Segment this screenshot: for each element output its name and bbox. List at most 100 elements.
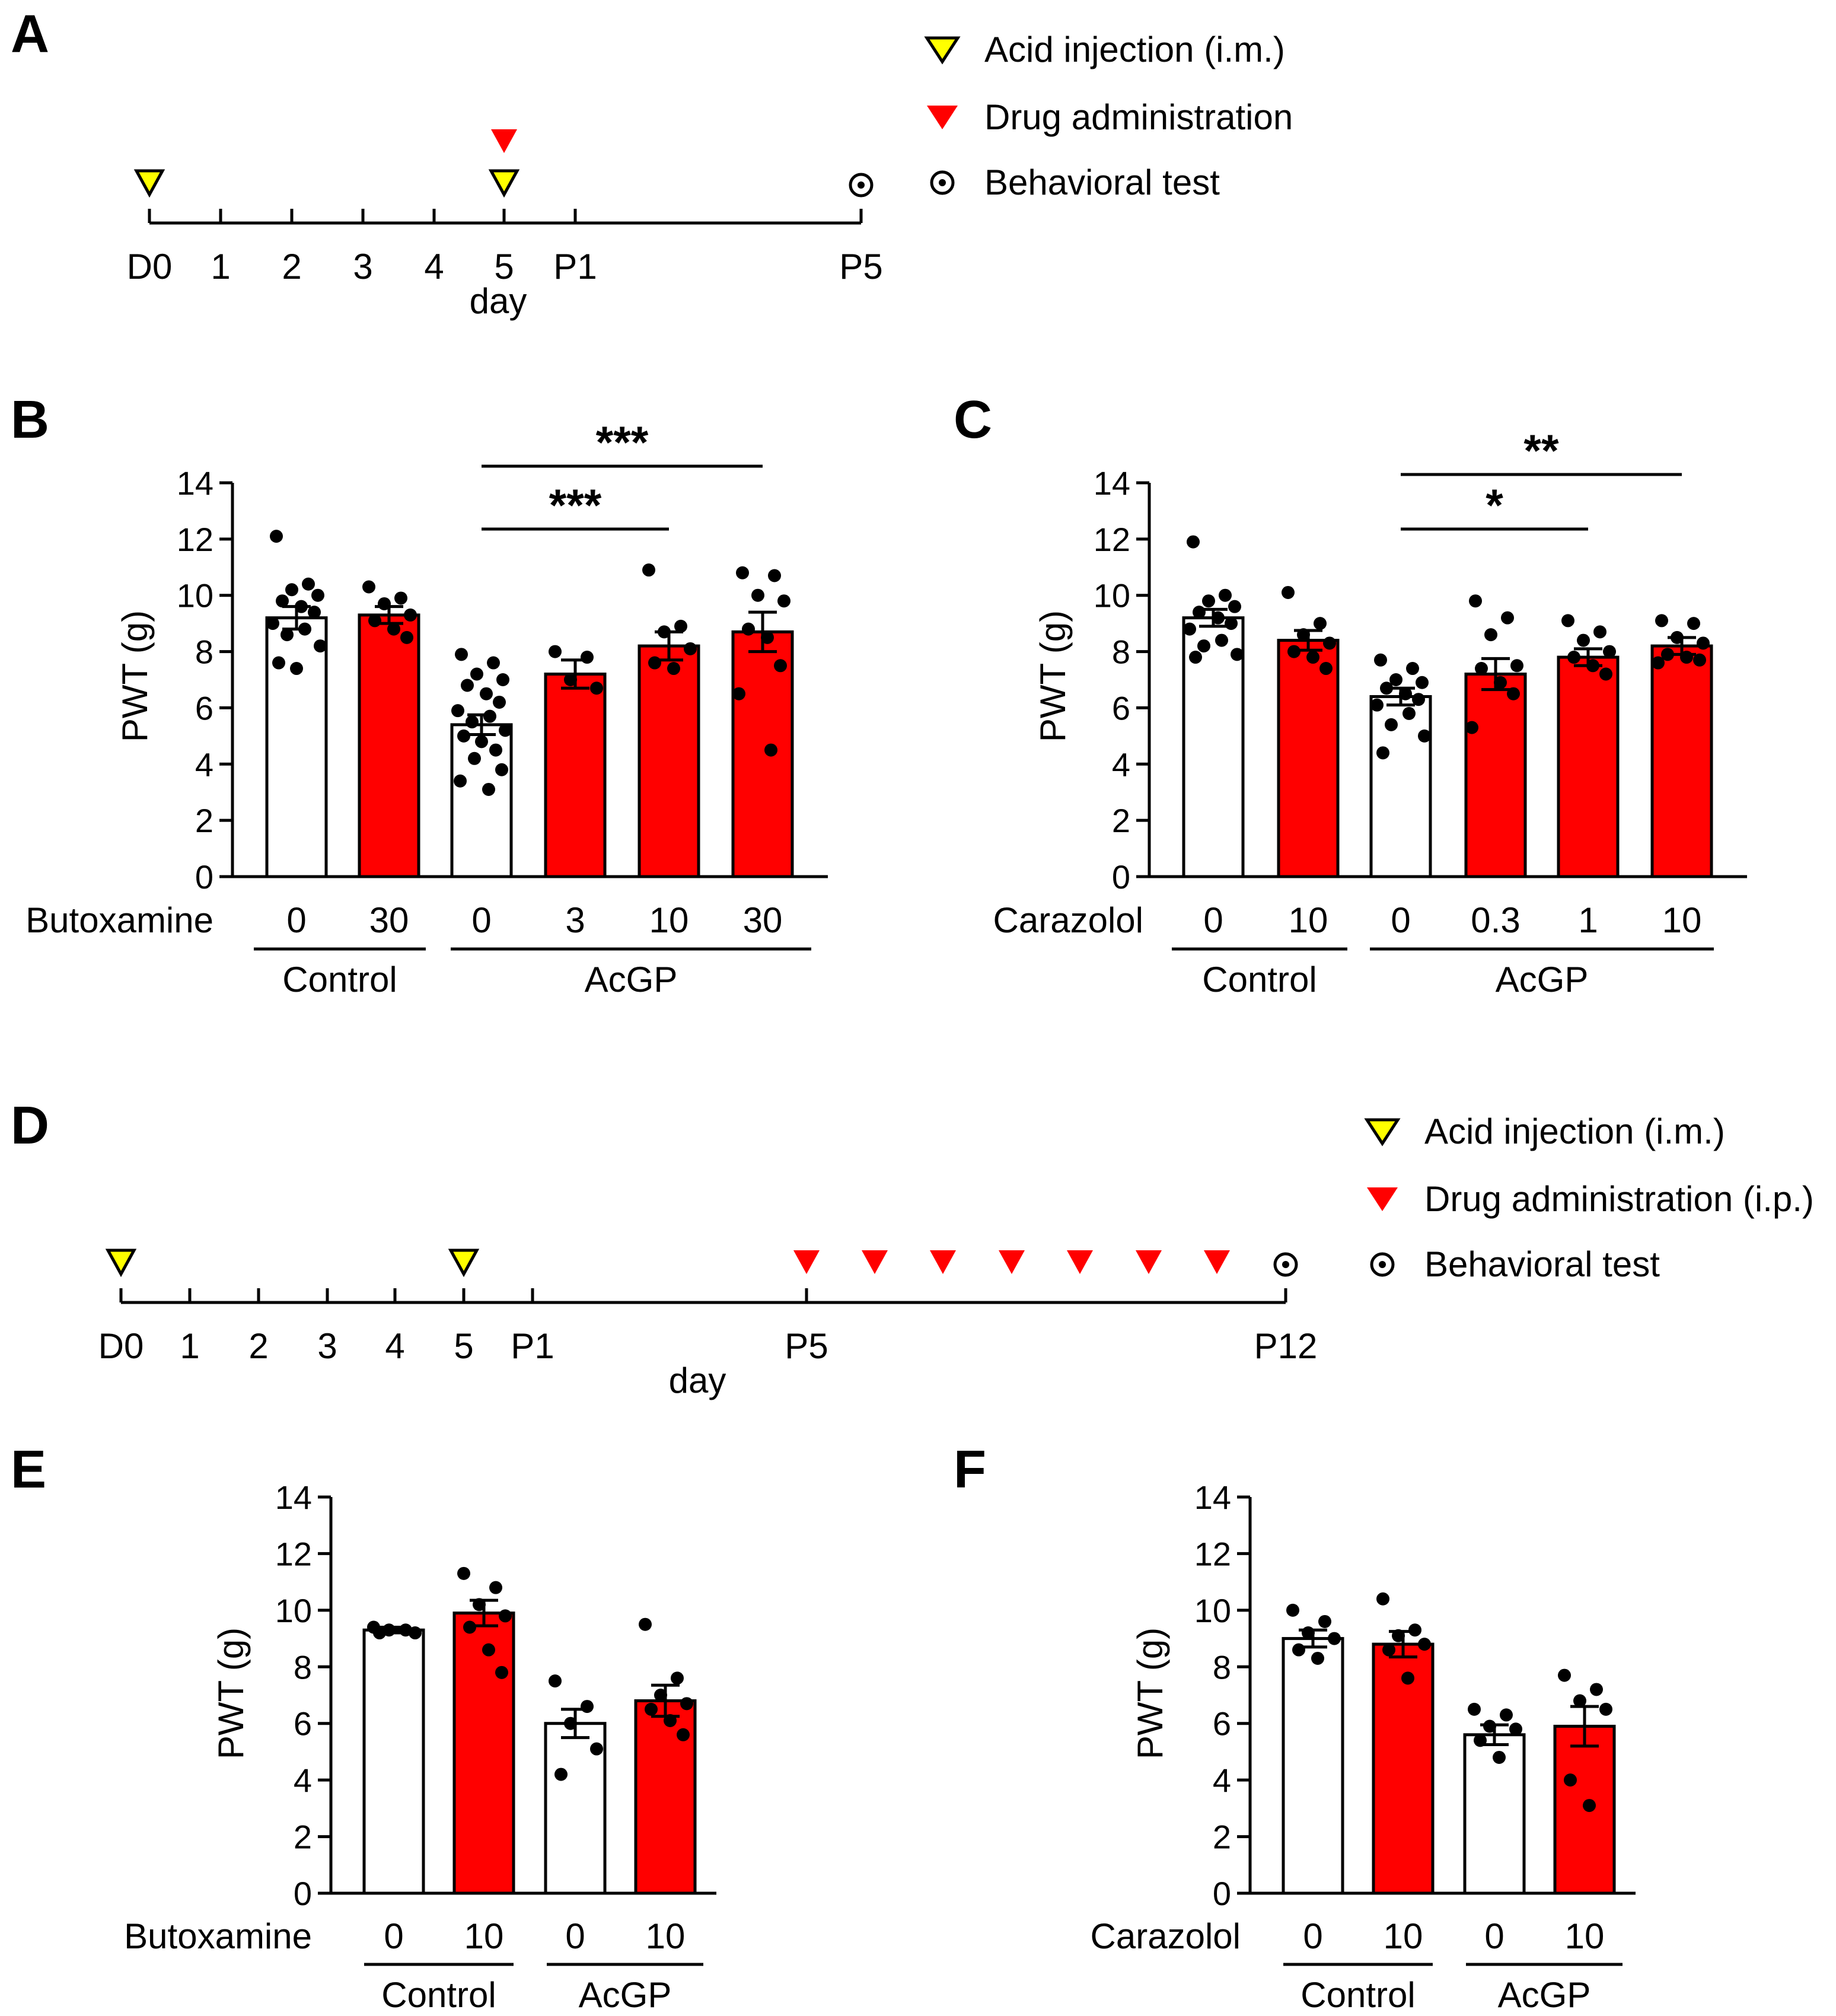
data-point (475, 735, 488, 749)
data-point (1318, 1614, 1331, 1628)
data-point (581, 1700, 594, 1714)
behavioral-test-marker (1273, 1252, 1298, 1277)
data-point (1593, 625, 1607, 639)
data-point (1652, 656, 1665, 670)
data-point (1507, 687, 1520, 700)
significance-label: *** (596, 418, 649, 468)
red-triangle-icon (927, 106, 958, 129)
data-point (1671, 630, 1684, 644)
category-label: 10 (649, 900, 689, 940)
data-point (1380, 681, 1393, 695)
group-label: AcGP (579, 1975, 672, 2015)
data-point (1561, 614, 1574, 628)
data-point (1403, 706, 1416, 720)
data-point (1399, 687, 1412, 700)
data-point (1590, 1683, 1603, 1696)
category-label: 30 (743, 900, 783, 940)
data-point (302, 577, 315, 591)
y-tick-label: 14 (1094, 464, 1130, 502)
panel-letter-e: E (11, 1440, 46, 1499)
category-label: 10 (1289, 900, 1328, 940)
timeline-a: D0 1 2 3 4 5 P1 P5 day (127, 129, 883, 321)
data-point (1583, 1799, 1596, 1813)
data-point (295, 600, 308, 613)
timeline-a-tick-label: 3 (353, 247, 372, 286)
category-label: 10 (1662, 900, 1702, 940)
timeline-d-day-label: day (669, 1361, 726, 1400)
data-point (482, 782, 495, 796)
category-label: 0.3 (1471, 900, 1520, 940)
data-point (308, 606, 321, 619)
data-point (290, 662, 303, 676)
y-tick-label: 12 (1194, 1535, 1231, 1572)
data-point (1314, 617, 1327, 630)
data-point (658, 625, 671, 639)
data-point (1392, 1629, 1405, 1642)
chart-e-plot: 0 2 4 6 8 10 12 14 0 10 0 10 Control AcGP (275, 1479, 716, 2015)
data-point (742, 622, 755, 636)
timeline-d-markers (105, 1249, 1298, 1302)
data-point (495, 1665, 508, 1679)
timeline-d-tick-label: D0 (98, 1326, 144, 1366)
data-point (394, 591, 407, 605)
category-label: 0 (1203, 900, 1223, 940)
data-point (378, 597, 391, 610)
data-point (373, 1626, 386, 1640)
y-tick-label: 8 (1112, 633, 1130, 671)
timeline-a-tick-label: P1 (553, 247, 597, 286)
data-point (1183, 622, 1196, 636)
legend-d-label: Behavioral test (1424, 1244, 1660, 1284)
y-tick-label: 4 (195, 746, 213, 783)
data-point (1292, 1643, 1305, 1657)
y-tick-label: 14 (275, 1479, 312, 1516)
data-point (1573, 1694, 1586, 1708)
data-point (736, 566, 749, 579)
acid-injection-marker (105, 1249, 137, 1278)
bar (1553, 1724, 1616, 1895)
timeline-d-tick-label: P12 (1254, 1326, 1318, 1366)
bar (1464, 673, 1527, 878)
behavioral-test-marker-dot (858, 181, 865, 189)
bar (1369, 695, 1432, 878)
data-point (1501, 611, 1514, 625)
data-point (461, 679, 474, 692)
group-label: Control (381, 1975, 496, 2015)
data-point (564, 673, 577, 686)
data-point (1468, 1702, 1481, 1716)
data-point (1558, 1668, 1571, 1682)
data-point (493, 695, 506, 709)
bar (265, 616, 328, 878)
data-point (1474, 1734, 1487, 1747)
timeline-a-tick-label: P5 (839, 247, 882, 286)
data-point (677, 1728, 690, 1741)
data-point (1687, 617, 1700, 630)
data-point (554, 1767, 568, 1781)
data-point (457, 729, 470, 743)
y-axis-label: PWT (g) (115, 610, 155, 742)
y-tick-label: 2 (294, 1818, 312, 1856)
data-point (1197, 639, 1210, 653)
legend-a: Acid injection (i.m.) Drug administratio… (924, 30, 1293, 202)
drug-label: Carazolol (993, 900, 1143, 940)
data-point (454, 774, 467, 788)
drug-administration-marker (862, 1250, 888, 1274)
drug-administration-marker (1204, 1250, 1230, 1274)
category-label: 10 (464, 1916, 504, 1956)
data-point (1567, 651, 1580, 664)
y-tick-label: 10 (1094, 577, 1130, 614)
data-point (1693, 653, 1706, 667)
data-point (648, 656, 661, 670)
data-point (499, 724, 512, 737)
data-point (1599, 667, 1612, 681)
y-tick-label: 6 (294, 1705, 312, 1743)
data-point (451, 704, 464, 718)
timeline-d-tick-label: 2 (248, 1326, 268, 1366)
data-point (482, 1643, 495, 1657)
data-point (489, 1581, 502, 1594)
data-point (1202, 594, 1215, 608)
drug-administration-marker (491, 129, 517, 153)
data-point (590, 1742, 603, 1756)
panel-letter-c: C (954, 390, 992, 450)
